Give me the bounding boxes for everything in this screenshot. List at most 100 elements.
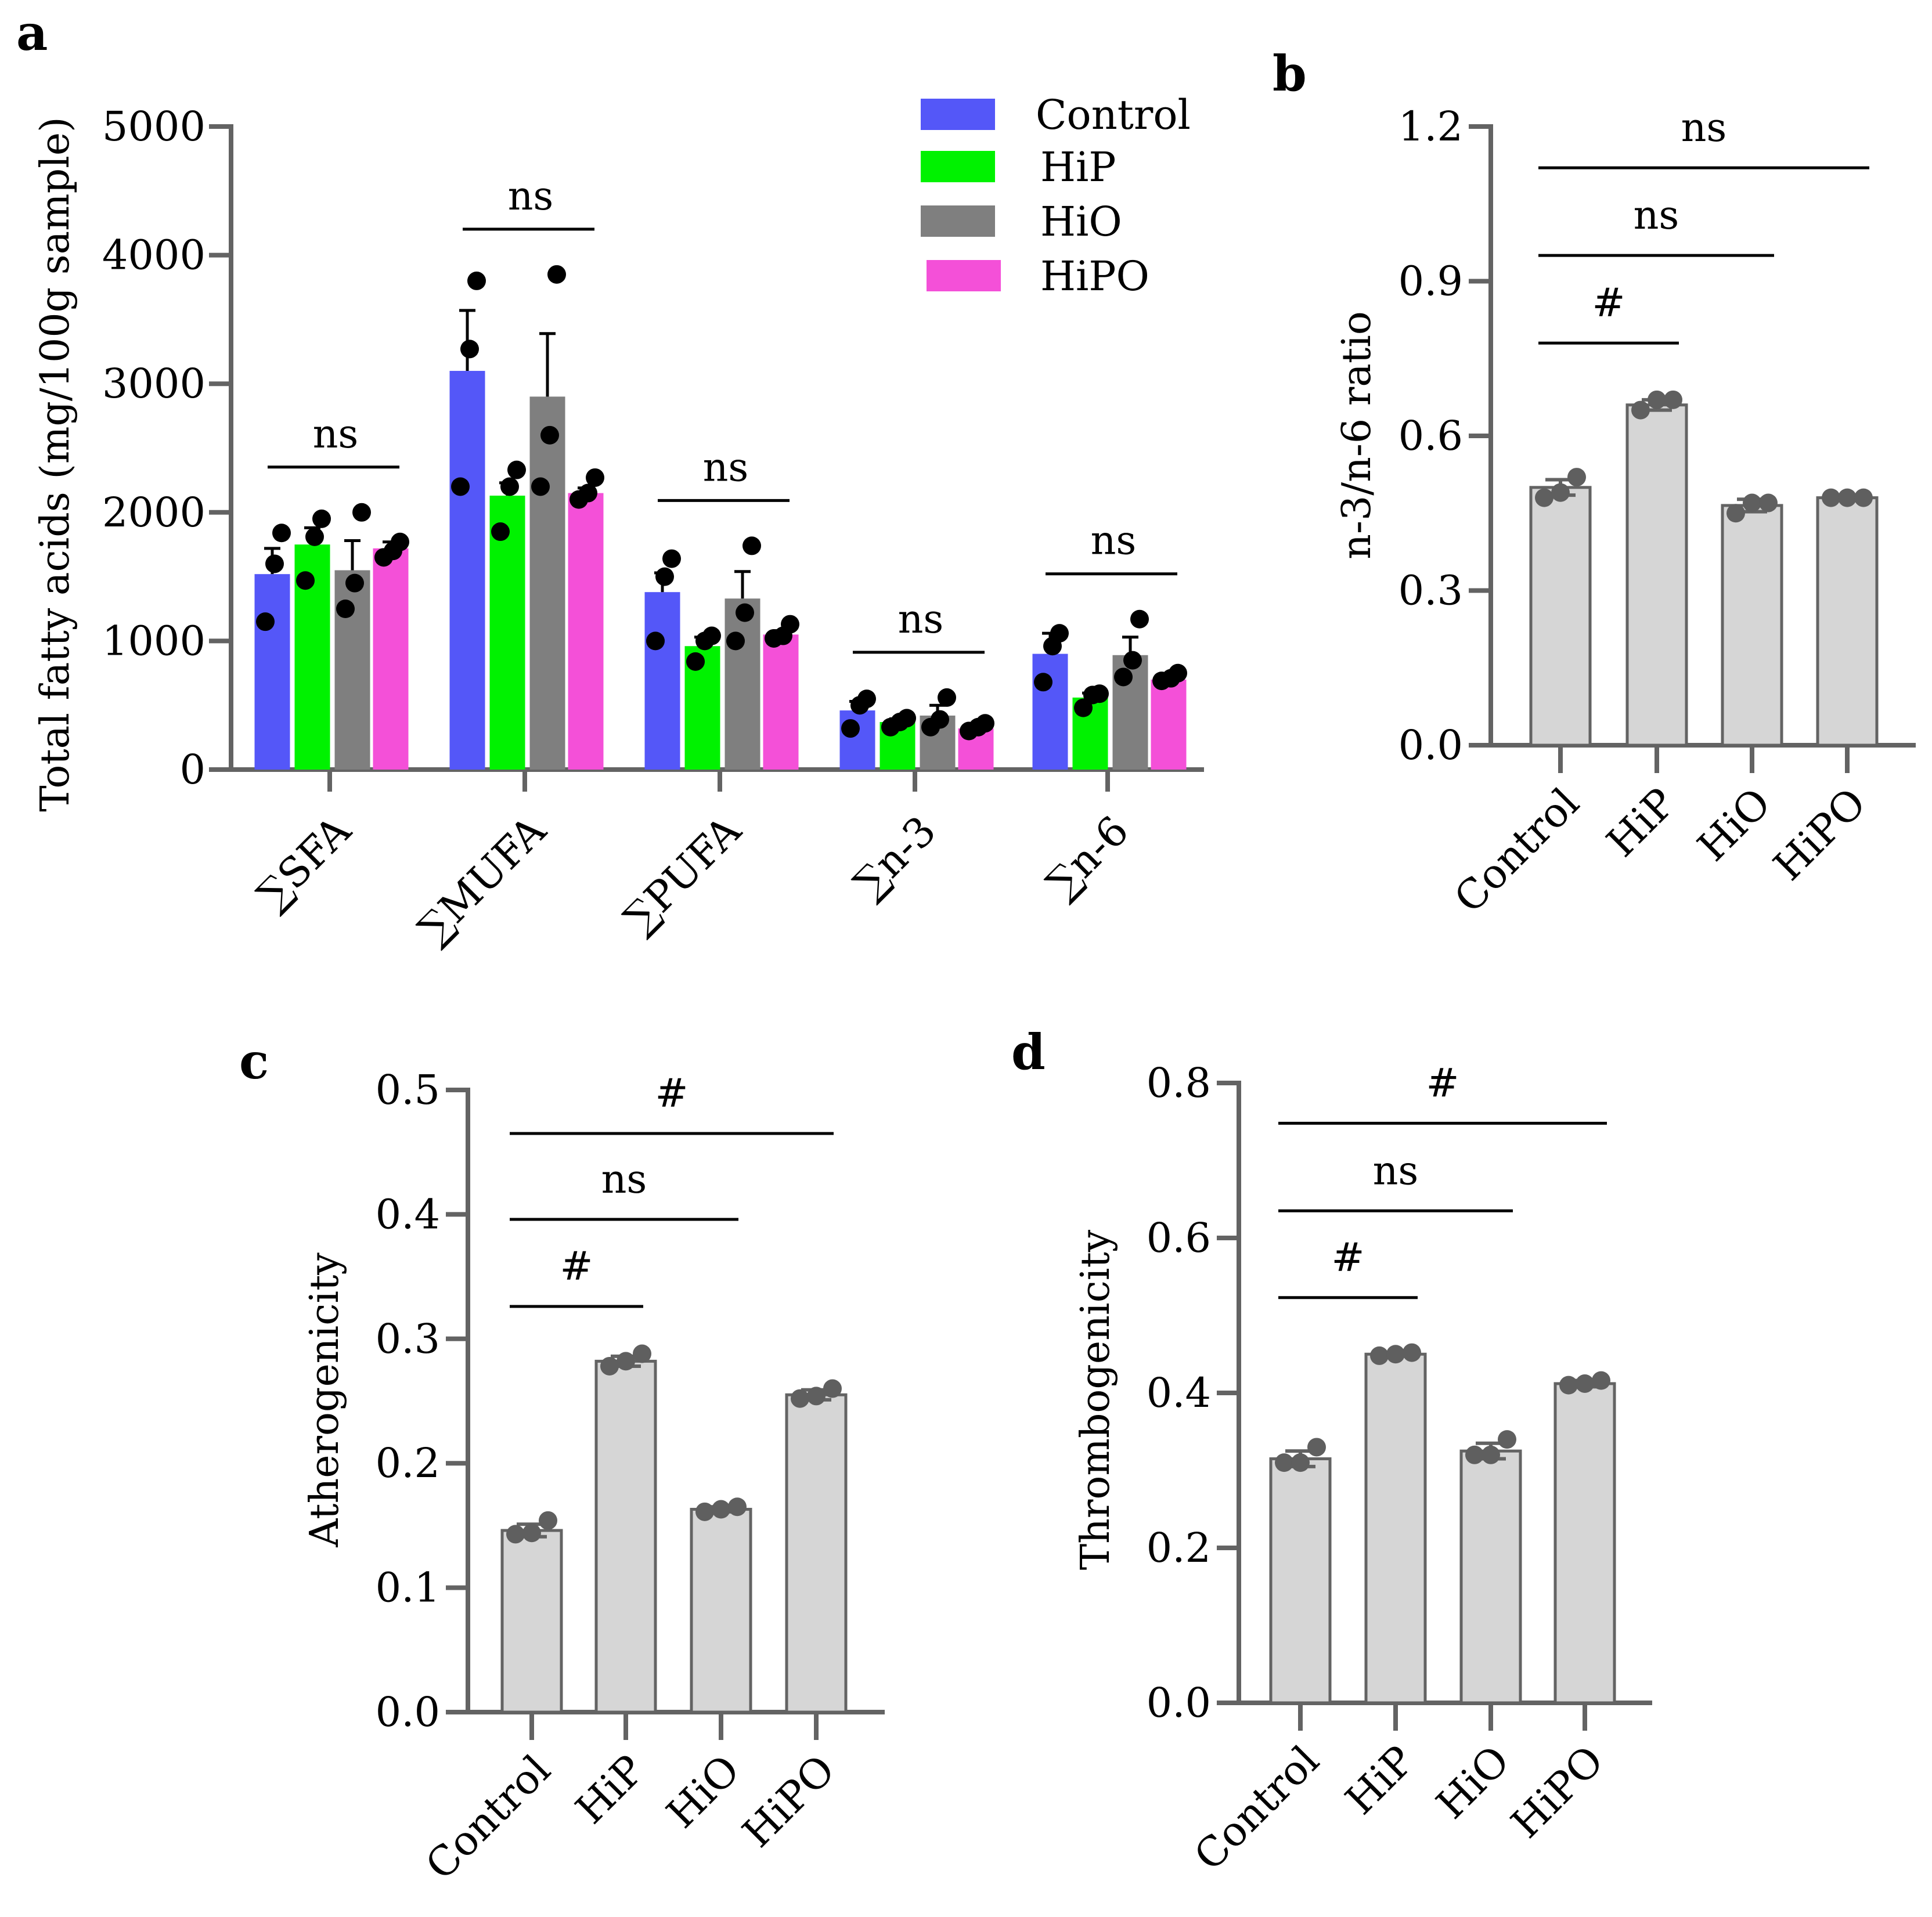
bar-control-n-6 — [1032, 654, 1068, 770]
data-point — [976, 714, 994, 733]
data-point — [1482, 1445, 1500, 1464]
data-point — [633, 1344, 651, 1363]
data-point — [931, 710, 949, 729]
data-point — [1123, 651, 1142, 670]
data-point — [1130, 609, 1149, 629]
panel-a-plot: 0 1000 2000 3000 4000 5000 ∑SFA ns ∑MUFA ns ∑PUFA n… — [102, 103, 1204, 953]
data-point — [1050, 624, 1069, 643]
bar-hip-mufa — [489, 495, 525, 770]
y-tick-label: 1.2 — [1398, 103, 1463, 150]
legend-swatch-hio — [921, 205, 995, 237]
significance-label: ns — [1091, 518, 1137, 564]
legend-label-hipo: HiPO — [1040, 252, 1149, 300]
data-point — [1664, 390, 1682, 409]
data-point — [1291, 1453, 1310, 1472]
bar-hio-mufa — [529, 396, 565, 770]
bar-control-sfa — [254, 574, 290, 770]
bar-hio — [1721, 504, 1783, 747]
data-point — [272, 524, 291, 543]
data-point — [507, 460, 526, 479]
data-point — [312, 509, 331, 528]
y-tick-label: 0.0 — [1147, 1679, 1211, 1727]
data-point — [1592, 1371, 1610, 1390]
data-point — [1074, 698, 1093, 717]
bar-hipo-sfa — [373, 548, 409, 770]
data-point — [352, 503, 371, 522]
panel-a-label: a — [16, 4, 48, 62]
data-point — [736, 603, 754, 622]
panel-c: c Atherogenicity 0.0 0.1 0.2 0.3 0.4 0.5 Contr… — [239, 1032, 885, 1889]
panel-a: a Total fatty acids (mg/100g sample) 0 10… — [16, 4, 1204, 953]
x-tick-label-hip: HiP — [1336, 1737, 1423, 1824]
x-tick-label-hipo: HiPO — [1764, 779, 1875, 890]
data-point — [1838, 488, 1857, 507]
data-point — [857, 689, 876, 709]
y-tick-label: 5000 — [102, 103, 206, 150]
data-point — [305, 527, 324, 546]
data-point — [781, 615, 799, 634]
data-point — [1567, 468, 1586, 487]
data-point — [712, 1500, 730, 1519]
data-point — [1559, 1376, 1578, 1395]
bar-hio-pufa — [724, 598, 760, 770]
data-point — [451, 477, 470, 496]
significance-label: ns — [1373, 1148, 1419, 1194]
data-point — [686, 652, 705, 671]
bar-hipo-n-6 — [1151, 679, 1187, 770]
data-point — [1726, 504, 1745, 523]
data-point — [460, 340, 479, 359]
significance-label: ns — [703, 445, 749, 490]
data-point — [265, 554, 284, 573]
y-tick-label: 0 — [179, 746, 206, 793]
data-point — [600, 1356, 619, 1376]
data-point — [742, 536, 761, 555]
panel-d-label: d — [1011, 1023, 1046, 1081]
panel-a-ylabel: Total fatty acids (mg/100g sample) — [33, 117, 78, 811]
data-point — [1090, 684, 1109, 703]
bar-hip — [1625, 403, 1688, 747]
legend-label-control: Control — [1036, 91, 1191, 139]
data-point — [1822, 488, 1840, 507]
bar-control — [1269, 1457, 1332, 1705]
legend-label-hip: HiP — [1040, 143, 1116, 191]
data-point — [702, 626, 721, 645]
bar-hipo-pufa — [763, 634, 799, 770]
x-tick-label-control: Control — [416, 1746, 560, 1889]
significance-label: # — [1332, 1235, 1365, 1281]
data-point — [1551, 483, 1570, 502]
data-point — [539, 1511, 557, 1530]
bar-hipo — [1816, 496, 1879, 747]
data-point — [1576, 1374, 1594, 1393]
significance-label: ns — [601, 1157, 647, 1203]
y-tick-label: 0.1 — [376, 1564, 440, 1612]
y-tick-label: 0.2 — [1147, 1524, 1211, 1572]
data-point — [1759, 493, 1778, 512]
significance-label: # — [560, 1244, 593, 1290]
x-tick-label-hip: HiP — [567, 1746, 654, 1833]
significance-label: ns — [1681, 105, 1727, 151]
data-point — [1465, 1445, 1484, 1464]
data-point — [897, 709, 916, 728]
data-point — [1034, 673, 1052, 692]
x-tick-label-hip: HiP — [1598, 779, 1685, 866]
x-tick-label-sfa: ∑SFA — [248, 806, 361, 919]
bar-control — [1529, 486, 1592, 747]
data-point — [1275, 1453, 1293, 1472]
panel-b-ylabel: n-3/n-6 ratio — [1334, 311, 1380, 559]
panel-c-ylabel: Atherogenicity — [302, 1252, 348, 1548]
data-point — [256, 612, 275, 631]
y-tick-label: 0.9 — [1398, 258, 1463, 305]
data-point — [841, 719, 860, 738]
data-point — [807, 1387, 826, 1406]
legend-label-hio: HiO — [1040, 198, 1122, 246]
bar-hipo — [1553, 1382, 1616, 1705]
legend-swatch-hip — [921, 151, 995, 182]
y-tick-label: 0.4 — [1147, 1369, 1211, 1417]
bar-hio — [690, 1508, 752, 1714]
data-point — [655, 567, 674, 586]
bar-hipo — [785, 1393, 848, 1714]
data-point — [823, 1379, 842, 1398]
